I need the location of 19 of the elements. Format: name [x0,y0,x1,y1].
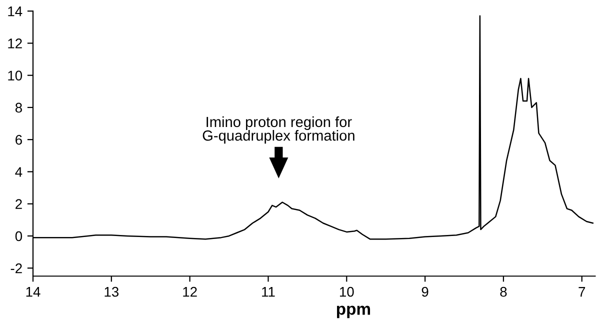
y-tick-label: 8 [15,102,22,113]
x-tick-label: 14 [26,287,40,297]
y-tick-label: 12 [8,38,22,48]
x-tick-label: 9 [422,286,428,297]
x-tick-label: 10 [340,286,354,297]
y-tick-label: 6 [16,134,22,145]
annotation: Imino proton region for G-quadruplex formation [202,116,354,144]
x-axis-title: ppm [336,306,370,318]
y-tick-label: 4 [15,167,22,177]
x-tick-label: 13 [104,286,119,297]
x-tick-label: 11 [262,287,275,297]
y-tick-label: 2 [16,199,22,209]
y-tick-label: 10 [8,70,22,81]
x-tick-label: 12 [183,286,197,297]
x-tick-label: 8 [500,286,507,297]
y-tick-label: -2 [10,263,22,274]
x-tick-label: 7 [578,287,586,297]
y-tick-label: 0 [15,231,22,242]
y-tick-label: 14 [8,6,22,16]
